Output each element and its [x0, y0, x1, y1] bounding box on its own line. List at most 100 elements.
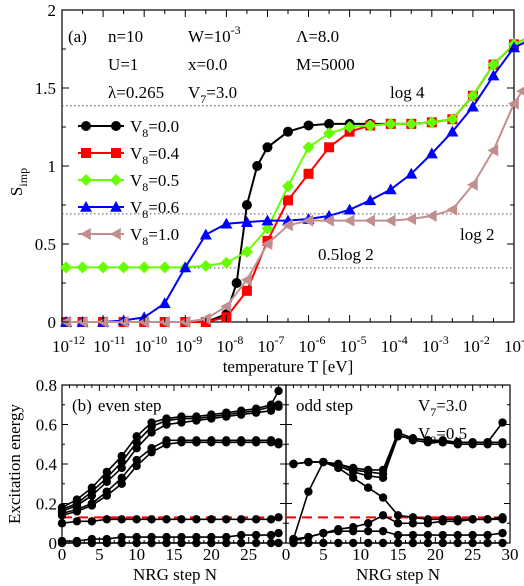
data-point: [220, 300, 232, 313]
data-point: [162, 532, 171, 542]
data-point: [282, 219, 293, 232]
data-point: [158, 261, 171, 274]
data-point: [363, 519, 373, 528]
reference-line-label: log 4: [390, 83, 425, 102]
data-point: [147, 532, 156, 542]
data-point: [393, 530, 403, 540]
data-point: [102, 467, 112, 477]
panel-a-params: n=10 W=10-3 Λ=8.0 U=1 x=0.0 M=5000 λ=0.265 V7=3…: [108, 23, 355, 106]
level-line: [61, 406, 279, 513]
x-tick-label: 25: [240, 545, 257, 564]
data-point: [87, 517, 97, 526]
data-point: [241, 200, 252, 210]
data-point: [487, 144, 499, 157]
panel-b-title: (b) even step: [72, 396, 162, 415]
data-point: [466, 89, 479, 102]
data-point: [319, 528, 328, 538]
series-4: [60, 86, 524, 328]
data-point: [405, 117, 418, 130]
legend-entry: V8=0.5: [130, 171, 179, 194]
panel-a-xlabel: temperature T [eV]: [223, 357, 354, 376]
data-point: [207, 436, 216, 445]
data-point: [117, 479, 126, 488]
data-point: [453, 530, 462, 540]
data-point: [438, 530, 447, 540]
data-point: [498, 513, 507, 522]
data-point: [177, 515, 186, 524]
data-point: [102, 515, 112, 524]
data-point: [349, 473, 358, 483]
y-tick-label: 2: [48, 1, 57, 20]
data-point: [303, 120, 314, 131]
x-tick-label: 10-8: [216, 333, 243, 356]
y-tick-label: 1.5: [35, 79, 56, 98]
data-point: [262, 142, 273, 153]
legend-entry: V8=0.6: [130, 198, 179, 221]
panel-b-odd-params: V7=3.0 V8=0.5: [418, 396, 467, 447]
x-tick-label: 10-2: [463, 333, 490, 356]
level-7: [57, 386, 283, 512]
data-point: [266, 530, 276, 540]
level-3: [289, 457, 507, 524]
legend-marker: [80, 201, 92, 212]
data-point: [222, 515, 231, 524]
data-point: [508, 97, 519, 110]
data-point: [483, 438, 492, 447]
data-point: [282, 180, 294, 193]
data-point: [289, 534, 298, 544]
level-6: [289, 418, 507, 483]
data-point: [222, 408, 231, 417]
data-point: [508, 41, 520, 53]
x-tick-label: 10-7: [257, 333, 284, 356]
data-point: [425, 116, 438, 129]
data-point: [303, 168, 314, 179]
data-point: [237, 436, 246, 445]
data-point: [408, 519, 418, 528]
data-point: [266, 436, 276, 445]
data-point: [483, 530, 492, 540]
data-point: [177, 436, 186, 445]
panel-a-ylabel: Simp: [7, 168, 30, 196]
param: V8=0.5: [418, 424, 467, 447]
data-point: [147, 444, 156, 453]
x-tick-label: 25: [464, 545, 481, 564]
data-point: [162, 436, 171, 445]
data-point: [384, 183, 397, 195]
x-tick-label: 15: [166, 545, 183, 564]
y-tick-label: 0.5: [35, 235, 56, 254]
data-point: [304, 487, 313, 496]
data-point: [252, 161, 263, 171]
data-point: [240, 245, 253, 258]
legend-entry: V8=0.4: [130, 144, 180, 167]
data-point: [102, 487, 112, 496]
legend-marker: [80, 228, 91, 240]
x-tick-label: 10-10: [134, 333, 167, 356]
data-point: [498, 438, 507, 447]
data-point: [323, 214, 334, 227]
data-point: [147, 515, 156, 524]
panel-b-even: 0 5 10 15 20 25 0 0.2 0.4 0.6 0.8 (b) even step NRG…: [5, 376, 287, 584]
data-point: [446, 125, 459, 137]
data-point: [323, 127, 336, 140]
y-tick-label: 0: [49, 534, 58, 553]
data-point: [179, 261, 192, 273]
data-point: [266, 400, 276, 409]
data-point: [222, 436, 231, 445]
data-point: [274, 386, 283, 396]
data-point: [192, 515, 201, 524]
data-point: [483, 515, 492, 524]
reference-line-label: 0.5log 2: [318, 245, 374, 264]
data-point: [408, 530, 418, 540]
x-tick-label: 20: [427, 545, 444, 564]
y-tick-label: 1: [48, 157, 57, 176]
data-point: [364, 119, 377, 132]
legend-marker: [111, 148, 121, 158]
data-point: [364, 214, 375, 227]
legend-marker: [111, 121, 121, 131]
data-point: [466, 100, 479, 112]
data-point: [199, 312, 211, 325]
data-point: [199, 259, 212, 272]
data-point: [72, 517, 82, 526]
x-tick-label: 10-1: [504, 333, 524, 356]
data-point: [251, 530, 261, 540]
